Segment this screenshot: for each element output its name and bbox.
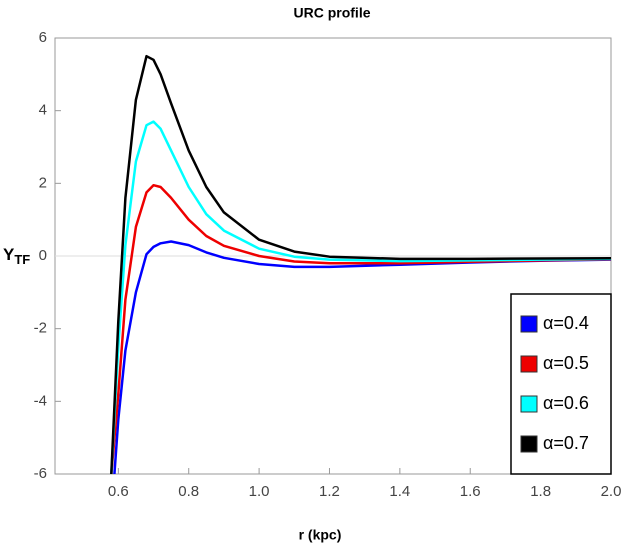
y-tick-label: 2 bbox=[39, 174, 47, 191]
legend-swatch bbox=[520, 435, 538, 453]
x-tick-label: 1.0 bbox=[249, 483, 270, 500]
series-line bbox=[113, 240, 611, 474]
y-tick-label: -2 bbox=[34, 320, 47, 337]
plot-area bbox=[110, 54, 611, 474]
legend-label: α=0.6 bbox=[543, 393, 589, 413]
y-tick-label: 0 bbox=[39, 247, 47, 264]
x-tick-label: 2.0 bbox=[601, 483, 621, 500]
y-tick-label: -4 bbox=[34, 392, 47, 409]
x-axis-label: r (kpc) bbox=[299, 527, 342, 543]
y-tick-label: 6 bbox=[39, 29, 47, 46]
x-tick-label: 0.6 bbox=[108, 483, 129, 500]
series-line bbox=[110, 54, 611, 474]
chart-title: URC profile bbox=[294, 5, 371, 21]
legend-label: α=0.7 bbox=[543, 433, 589, 453]
x-tick-label: 1.4 bbox=[389, 483, 410, 500]
legend-label: α=0.4 bbox=[543, 313, 589, 333]
series-line bbox=[110, 183, 611, 474]
x-tick-label: 1.6 bbox=[460, 483, 481, 500]
x-tick-label: 1.8 bbox=[530, 483, 551, 500]
legend-swatch bbox=[520, 395, 538, 413]
y-label-main: Y bbox=[3, 245, 15, 264]
y-label-sub: TF bbox=[14, 252, 30, 267]
x-tick-label: 1.2 bbox=[319, 483, 340, 500]
legend-swatch bbox=[520, 315, 538, 333]
x-tick-label: 0.8 bbox=[178, 483, 199, 500]
series-line bbox=[110, 120, 611, 474]
legend-swatch bbox=[520, 355, 538, 373]
y-tick-label: 4 bbox=[39, 102, 47, 119]
legend-label: α=0.5 bbox=[543, 353, 589, 373]
y-tick-label: -6 bbox=[34, 465, 47, 482]
y-axis-label: YTF bbox=[3, 245, 30, 267]
